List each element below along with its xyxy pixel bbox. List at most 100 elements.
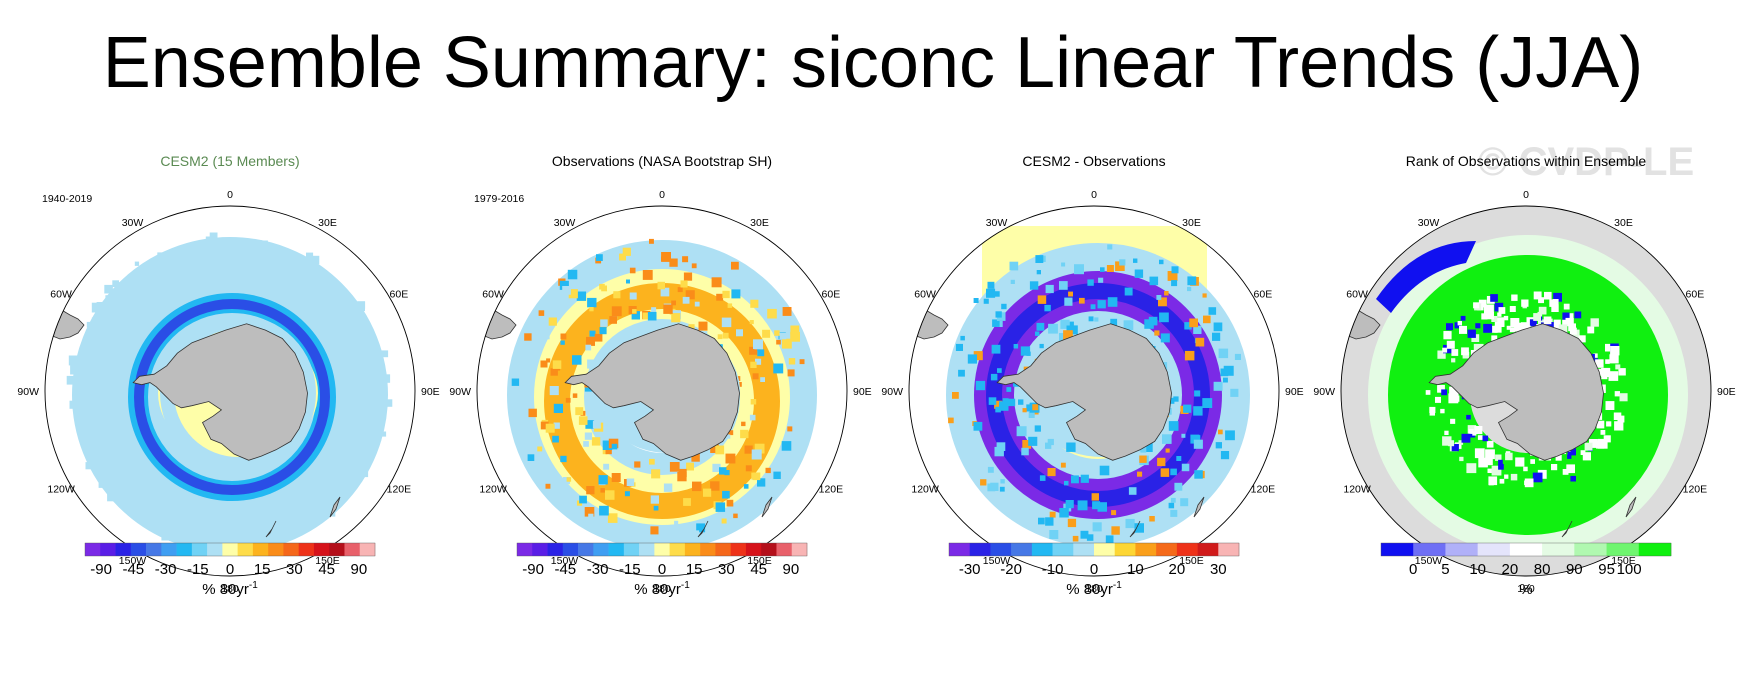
trend-cell xyxy=(674,520,679,525)
trend-cell xyxy=(715,445,725,455)
colorbar-swatch xyxy=(969,543,991,556)
rank-cell xyxy=(1562,312,1570,320)
edge-cell xyxy=(349,442,358,451)
rank-cell xyxy=(1475,323,1481,329)
colorbar-frame xyxy=(84,542,376,557)
difference-cell xyxy=(986,288,996,298)
edge-cell xyxy=(104,284,113,294)
trend-cell xyxy=(779,332,787,340)
edge-cell xyxy=(247,519,257,529)
rank-cell xyxy=(1510,318,1520,327)
edge-cell xyxy=(100,465,108,473)
difference-cell xyxy=(1092,522,1102,532)
lon-label: 0 xyxy=(659,189,665,201)
difference-cell xyxy=(1158,297,1167,307)
rank-cell xyxy=(1537,311,1543,317)
difference-cell xyxy=(1100,267,1105,272)
trend-cell xyxy=(750,399,757,405)
difference-cell xyxy=(1184,350,1195,361)
rank-cell xyxy=(1473,343,1484,354)
trend-cell xyxy=(677,287,683,293)
edge-cell xyxy=(209,535,217,543)
difference-cell xyxy=(990,373,998,381)
lon-label: 180 xyxy=(221,583,239,595)
difference-cell xyxy=(1184,322,1192,330)
trend-cell xyxy=(728,430,734,436)
rank-cell xyxy=(1605,359,1610,364)
edge-cell xyxy=(80,360,85,365)
difference-cell xyxy=(994,400,1003,409)
rank-cell xyxy=(1485,457,1493,466)
edge-cell xyxy=(329,323,339,333)
edge-cell xyxy=(268,273,279,284)
edge-cell xyxy=(363,360,371,368)
difference-cell xyxy=(994,446,1004,457)
colorbar-tick-label: -15 xyxy=(619,561,641,578)
edge-cell xyxy=(358,373,368,384)
trend-cell xyxy=(538,310,545,316)
difference-cell xyxy=(1066,325,1074,333)
edge-cell xyxy=(102,407,110,415)
trend-cell xyxy=(602,449,608,455)
rank-cell xyxy=(1553,319,1561,327)
rank-cell xyxy=(1521,299,1529,307)
rank-cell xyxy=(1509,327,1515,333)
difference-cell xyxy=(1013,344,1019,349)
colorbar-tick-label: -45 xyxy=(554,561,576,578)
edge-cell xyxy=(340,296,345,301)
difference-cell xyxy=(1080,474,1089,483)
edge-cell xyxy=(227,514,237,524)
trend-cell xyxy=(528,408,537,418)
trend-cell xyxy=(599,505,609,516)
rank-cell xyxy=(1596,420,1605,429)
edge-cell xyxy=(265,251,272,258)
edge-cell xyxy=(134,261,140,266)
difference-cell xyxy=(995,406,1001,413)
trend-cell xyxy=(626,478,635,486)
colorbar-swatch xyxy=(532,543,548,556)
edge-cell xyxy=(359,420,368,428)
edge-cell xyxy=(317,268,325,277)
rank-cell xyxy=(1478,457,1488,468)
trend-cell xyxy=(598,475,608,485)
edge-cell xyxy=(152,491,157,496)
difference-cell xyxy=(1171,266,1179,274)
edge-cell xyxy=(326,507,336,517)
trend-cell xyxy=(696,523,706,533)
difference-cell xyxy=(1173,396,1179,402)
rank-cell xyxy=(1515,457,1525,467)
new-zealand-land xyxy=(265,520,277,538)
rank-cell xyxy=(1443,344,1452,354)
difference-cell xyxy=(1213,322,1223,332)
edge-cell xyxy=(206,521,216,531)
rank-cell xyxy=(1505,452,1513,461)
difference-cell xyxy=(996,442,1006,451)
difference-cell xyxy=(1007,398,1016,407)
trend-cell xyxy=(560,340,565,345)
trend-cell xyxy=(585,420,595,429)
edge-cell xyxy=(311,485,318,492)
trend-cell xyxy=(553,422,560,429)
colorbar-swatch xyxy=(1638,543,1672,556)
trend-cell xyxy=(537,446,543,452)
difference-cell xyxy=(1218,429,1223,435)
lon-label: 30W xyxy=(554,217,576,229)
trend-cell xyxy=(550,368,558,376)
difference-cell xyxy=(1223,377,1228,383)
colorbar: 0 5 10 20 80 90 95 100% xyxy=(1380,542,1672,598)
edge-cell xyxy=(334,453,342,461)
edge-cell xyxy=(342,333,350,341)
edge-cell xyxy=(96,302,104,309)
difference-cell xyxy=(1079,297,1085,304)
difference-cell xyxy=(1080,530,1089,539)
rank-cell xyxy=(1449,386,1459,397)
difference-cell xyxy=(1097,300,1106,309)
trend-cell xyxy=(649,238,654,244)
trend-cell xyxy=(749,414,756,421)
edge-cell xyxy=(349,481,356,489)
trend-cell xyxy=(634,461,641,468)
colorbar: -30 -20 -10 0 10 20 30 % 80yr-1 xyxy=(948,542,1240,598)
difference-cell xyxy=(991,344,1001,354)
colorbar-swatch xyxy=(283,543,299,556)
colorbar-tick-label: -30 xyxy=(155,561,177,578)
